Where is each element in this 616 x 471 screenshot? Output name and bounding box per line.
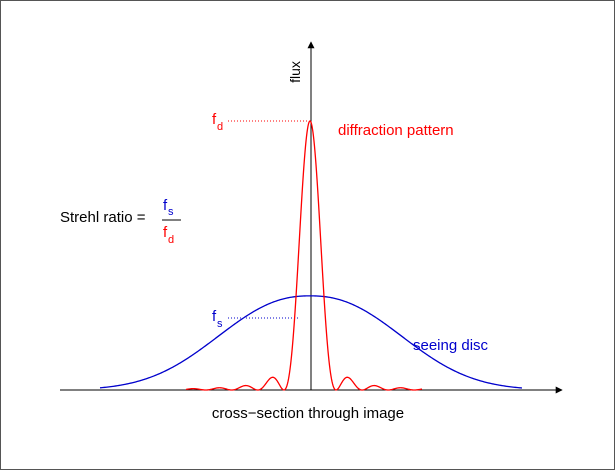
formula-denominator-sub: d <box>168 234 174 246</box>
formula-numerator-f: f <box>163 197 168 214</box>
diffraction-pattern-label: diffraction pattern <box>338 122 454 139</box>
formula-numerator-sub: s <box>168 206 174 218</box>
strehl-ratio-formula: Strehl ratio = f s f d <box>60 197 181 246</box>
fd-label: f d <box>212 111 223 133</box>
seeing-disc-label: seeing disc <box>413 337 489 354</box>
x-axis-label: cross−section through image <box>212 405 404 422</box>
fd-label-sub: d <box>217 121 223 133</box>
fs-label-f: f <box>212 308 217 325</box>
diffraction-pattern-curve <box>185 120 423 391</box>
fs-label-sub: s <box>217 318 223 330</box>
formula-denominator-f: f <box>163 224 168 241</box>
strehl-ratio-prefix: Strehl ratio = <box>60 209 146 226</box>
y-axis-label: flux <box>287 61 303 83</box>
seeing-disc-curve <box>99 295 523 389</box>
fd-label-f: f <box>212 111 217 128</box>
fs-label: f s <box>212 308 223 330</box>
